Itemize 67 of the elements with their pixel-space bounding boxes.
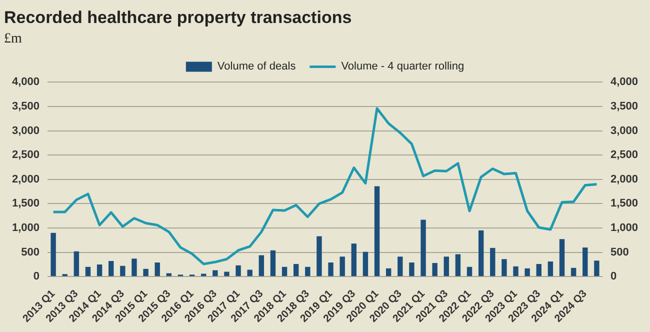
bar [444, 256, 449, 276]
y-tick-label: 3,000 [12, 124, 40, 137]
y-tick-label: 1,500 [12, 198, 40, 210]
legend-label: Volume of deals [217, 60, 296, 73]
bar [201, 274, 206, 276]
bar [96, 264, 102, 276]
y2-tick-label: 1,500 [610, 198, 638, 210]
bar [478, 230, 484, 276]
bar [132, 258, 137, 276]
text: £m [4, 31, 22, 46]
bar [120, 266, 126, 276]
bar [328, 262, 334, 276]
bar [548, 262, 554, 276]
bar [143, 268, 148, 276]
bar [374, 186, 380, 276]
y2-tick-label: 2,000 [610, 173, 638, 186]
chart-title: Recorded healthcare property transactions [4, 8, 352, 27]
bar [236, 265, 241, 276]
bar [340, 256, 345, 276]
y-tick-label: 4,000 [12, 76, 40, 88]
bar [570, 268, 576, 276]
bar [85, 266, 91, 276]
bar [351, 244, 357, 276]
bar [282, 266, 288, 276]
bar [362, 252, 368, 276]
bar [166, 273, 172, 276]
bar [316, 236, 322, 276]
bar [409, 262, 414, 276]
y2-tick-label: 0 [610, 270, 617, 283]
bar [455, 254, 461, 276]
bar [398, 256, 403, 276]
y2-tick-label: 1,000 [610, 222, 638, 234]
bar [108, 261, 114, 276]
bar [74, 251, 80, 276]
bar [247, 270, 252, 276]
bar [305, 266, 310, 276]
bar [594, 260, 600, 276]
bar [502, 259, 507, 276]
y2-tick-label: 4,000 [610, 76, 638, 88]
bar [582, 247, 588, 276]
y2-tick-label: 3,000 [610, 124, 638, 137]
y-tick-label: 0 [33, 270, 40, 283]
bar [386, 268, 392, 276]
y-tick-label: 2,500 [12, 149, 40, 162]
bar [212, 270, 218, 276]
bar [536, 264, 542, 276]
bar [224, 272, 230, 276]
bar [466, 266, 472, 276]
y-tick-label: 500 [21, 246, 40, 258]
bar [490, 248, 496, 276]
bar [258, 255, 264, 276]
bar [432, 263, 438, 276]
bar [559, 239, 565, 276]
y-tick-label: 2,000 [12, 173, 40, 186]
legend-label: Volume - 4 quarter rolling [341, 60, 464, 73]
bar [524, 268, 530, 276]
bar [154, 262, 160, 276]
y2-tick-label: 500 [610, 246, 629, 258]
y-tick-label: 1,000 [12, 222, 40, 234]
y2-tick-label: 3,500 [610, 100, 638, 113]
y2-tick-label: 2,500 [610, 149, 638, 162]
bar [420, 220, 426, 276]
y-tick-label: 3,500 [12, 100, 40, 113]
bar [513, 266, 518, 276]
bar [270, 250, 276, 276]
bar [50, 232, 56, 276]
bar [293, 264, 299, 276]
